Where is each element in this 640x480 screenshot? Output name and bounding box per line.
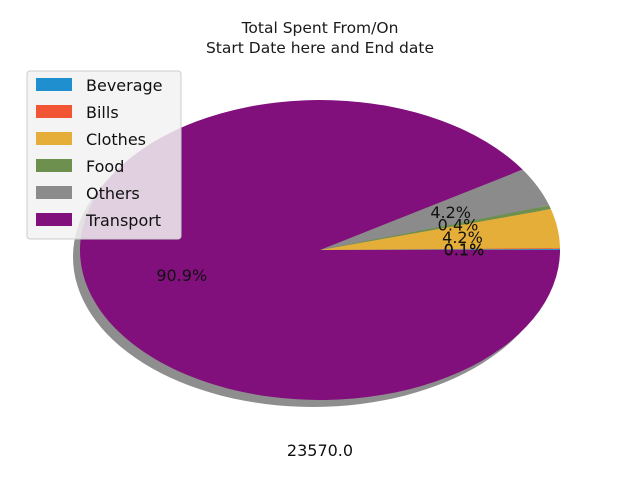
- chart-title-line-2: Start Date here and End date: [206, 39, 434, 57]
- legend-swatch-beverage: [36, 78, 72, 91]
- pie-slice-clothes: [320, 209, 560, 250]
- legend-entries: Beverage Bills Clothes Food Others Transport: [36, 76, 163, 230]
- pie-label-transport: 90.9%: [156, 266, 207, 285]
- chart-title-line-1: Total Spent From/On: [241, 19, 399, 37]
- pie-slice-food: [320, 205, 551, 250]
- legend-swatch-bills: [36, 105, 72, 118]
- legend-swatch-clothes: [36, 132, 72, 145]
- legend-item-bills: Bills: [36, 103, 119, 122]
- legend-item-food: Food: [36, 157, 124, 176]
- pie-slices: [80, 100, 561, 400]
- legend-swatch-others: [36, 186, 72, 199]
- pie-slice-transport: [80, 100, 561, 400]
- legend-item-transport: Transport: [36, 211, 161, 230]
- legend-item-clothes: Clothes: [36, 130, 146, 149]
- pie-label-clothes: 4.2%: [442, 228, 483, 247]
- pie-label-bills: 0.1%: [444, 240, 485, 259]
- pie-slice-others: [320, 169, 550, 250]
- legend-label-food: Food: [86, 157, 124, 176]
- pie-label-beverage: 0.1%: [444, 241, 485, 260]
- pie-slice-beverage: [320, 249, 560, 250]
- pie-labels: 0.1%0.1%4.2%0.4%4.2%90.9%: [156, 203, 484, 285]
- legend: Beverage Bills Clothes Food Others Transport: [26, 70, 182, 240]
- legend-label-bills: Bills: [86, 103, 119, 122]
- pie-label-others: 4.2%: [430, 203, 471, 222]
- legend-label-others: Others: [86, 184, 140, 203]
- pie-slice-bills: [320, 248, 560, 250]
- legend-swatch-food: [36, 159, 72, 172]
- legend-label-transport: Transport: [85, 211, 161, 230]
- total-amount: 23570.0: [287, 441, 353, 460]
- pie-label-food: 0.4%: [438, 215, 479, 234]
- legend-label-beverage: Beverage: [86, 76, 163, 95]
- legend-item-others: Others: [36, 184, 140, 203]
- legend-item-beverage: Beverage: [36, 76, 163, 95]
- legend-label-clothes: Clothes: [86, 130, 146, 149]
- legend-swatch-transport: [36, 213, 72, 226]
